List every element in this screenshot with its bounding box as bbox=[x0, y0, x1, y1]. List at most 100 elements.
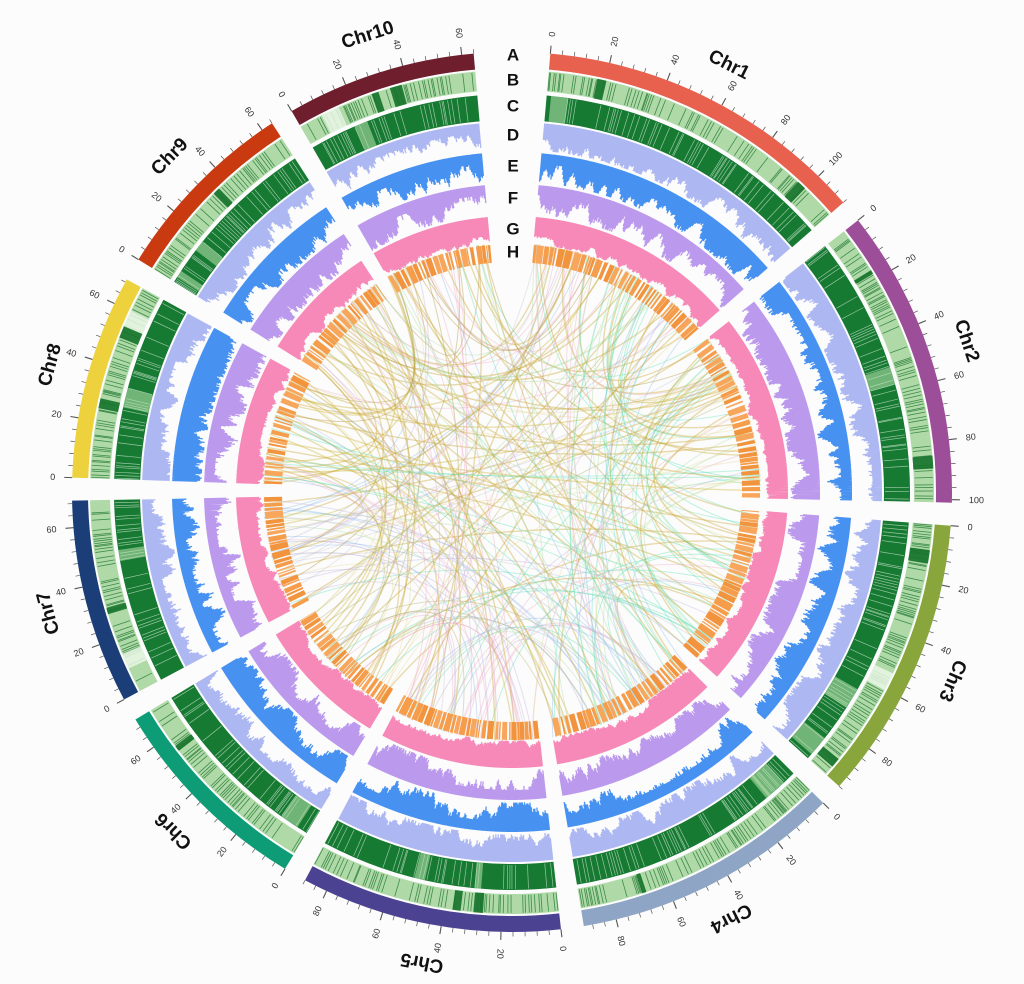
chr2-tick-label: 0 bbox=[868, 203, 878, 214]
chr8-track-d-histogram bbox=[142, 313, 212, 481]
chr7-track-b-dense-patch bbox=[106, 602, 128, 615]
chr3-track-h-tile bbox=[739, 521, 759, 528]
link bbox=[424, 251, 468, 726]
link bbox=[623, 289, 761, 486]
chr5-track-h-tile bbox=[517, 721, 520, 740]
chr5-track-h-tile bbox=[429, 709, 438, 727]
chr5-track-e-histogram bbox=[352, 778, 551, 833]
chr8-track-h-tile bbox=[272, 422, 292, 432]
link bbox=[604, 276, 710, 644]
chr8-track-c-pale-patch bbox=[123, 388, 153, 413]
link bbox=[655, 475, 761, 600]
link bbox=[620, 286, 759, 531]
chr7-track-h-tile bbox=[271, 548, 291, 560]
link bbox=[290, 283, 650, 608]
link bbox=[344, 617, 598, 727]
chr3-track-h-tile bbox=[732, 553, 751, 564]
link bbox=[535, 244, 657, 696]
chr10-major-ticks bbox=[287, 46, 463, 112]
chr5-track-h-tile bbox=[528, 721, 532, 740]
link bbox=[307, 395, 743, 635]
chr1-track-h-tile bbox=[647, 291, 660, 307]
chr6-tick-label: 20 bbox=[215, 845, 229, 859]
link bbox=[289, 569, 711, 644]
link bbox=[290, 377, 571, 735]
link bbox=[635, 359, 724, 648]
link bbox=[328, 322, 603, 725]
link bbox=[307, 349, 427, 717]
track-label-h: H bbox=[507, 243, 519, 262]
chr10-track-h-tile bbox=[469, 247, 476, 266]
chr6-track-h-tile bbox=[374, 683, 386, 700]
chr5-track-d-histogram bbox=[338, 794, 554, 863]
chr3-track-h-tile bbox=[740, 518, 759, 523]
chr5-track-h-tile bbox=[495, 721, 499, 740]
link bbox=[285, 387, 661, 693]
chr1-track-g-histogram bbox=[534, 217, 720, 328]
chr8-ideogram-arc bbox=[72, 279, 141, 479]
link bbox=[402, 617, 671, 717]
link bbox=[577, 364, 727, 730]
chr1-track-h-tile bbox=[551, 247, 557, 266]
link bbox=[632, 345, 715, 649]
link bbox=[457, 622, 671, 736]
chr2-track-h-tile bbox=[736, 439, 756, 447]
chr1-ideogram-arc bbox=[548, 53, 844, 213]
chr3-track-h-tile bbox=[683, 642, 700, 658]
link bbox=[607, 272, 755, 438]
chr10-tick-label: 60 bbox=[454, 27, 465, 38]
link bbox=[326, 325, 742, 419]
link bbox=[440, 253, 760, 518]
chr5-track-b-dense-patch bbox=[452, 889, 463, 911]
link bbox=[551, 580, 739, 738]
link bbox=[456, 248, 664, 691]
link bbox=[632, 556, 749, 674]
chr8-minor-ticks bbox=[68, 279, 126, 466]
link bbox=[264, 480, 761, 524]
chr1-track-h-tile bbox=[675, 317, 693, 334]
chr1-tick-label: 40 bbox=[669, 53, 682, 66]
chr1-track-h-tile bbox=[532, 244, 537, 264]
link bbox=[568, 250, 736, 401]
chr9-track-h-tile bbox=[310, 345, 327, 359]
chr5-track-c-marks bbox=[327, 822, 554, 889]
chr5-track-h-tile bbox=[411, 702, 424, 722]
chr4-track-h-tile bbox=[636, 683, 650, 701]
link bbox=[416, 261, 722, 389]
link bbox=[532, 346, 715, 741]
chr3-track-h-tile bbox=[734, 543, 754, 554]
link bbox=[263, 513, 734, 608]
link bbox=[264, 462, 362, 529]
link bbox=[653, 409, 748, 588]
chr10-track-h-tile bbox=[412, 263, 424, 282]
link bbox=[271, 248, 566, 559]
chr2-tick-label: 80 bbox=[965, 432, 976, 443]
chr5-track-h-tile bbox=[406, 700, 418, 719]
chr5-track-h-tile bbox=[481, 720, 488, 739]
chr1-track-h-tile bbox=[649, 293, 663, 310]
link bbox=[293, 371, 387, 645]
link bbox=[363, 291, 686, 672]
link bbox=[412, 256, 595, 351]
link bbox=[614, 600, 699, 689]
chr6-track-h-tile bbox=[310, 625, 327, 639]
chr2-major-ticks bbox=[857, 214, 960, 501]
chr8-track-b-dense-patch bbox=[119, 326, 143, 345]
chr10-track-d-histogram bbox=[326, 123, 482, 190]
link bbox=[278, 568, 524, 741]
link bbox=[531, 244, 571, 735]
chr10-minor-ticks bbox=[299, 49, 474, 106]
chr5-track-h-tile bbox=[486, 720, 495, 740]
link bbox=[617, 298, 710, 389]
chr4-track-h-tile bbox=[668, 658, 683, 674]
chr4-track-h-tile bbox=[596, 704, 609, 723]
chr9-track-c-pale-patch bbox=[176, 270, 203, 292]
chr5-tick-label: 20 bbox=[495, 949, 505, 959]
chr5-track-h-tile bbox=[438, 711, 447, 730]
chr2-track-h-tile bbox=[704, 356, 723, 371]
chr2-track-h-tile bbox=[735, 432, 755, 442]
chr10-track-h-tile bbox=[448, 251, 455, 270]
chr5-track-h-tile bbox=[469, 718, 478, 738]
link bbox=[336, 291, 661, 378]
